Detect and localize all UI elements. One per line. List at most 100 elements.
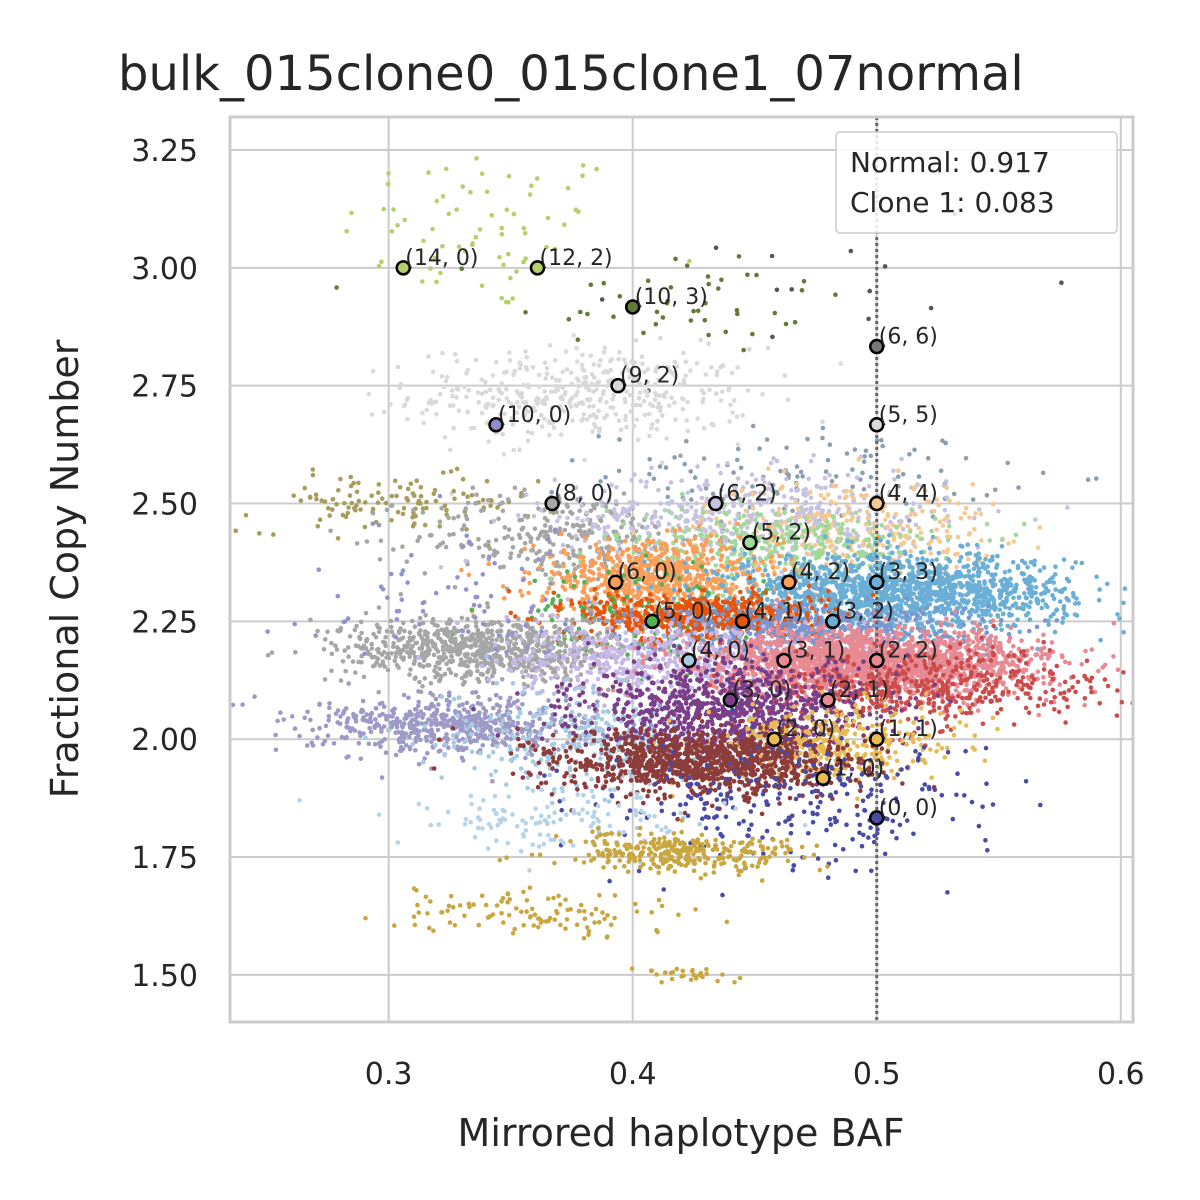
scatter-point bbox=[469, 493, 475, 498]
scatter-point bbox=[662, 394, 667, 400]
scatter-point bbox=[537, 532, 543, 538]
scatter-point bbox=[647, 433, 652, 439]
scatter-point bbox=[774, 287, 780, 293]
scatter-point bbox=[1005, 460, 1010, 466]
scatter-point bbox=[596, 363, 602, 368]
scatter-point bbox=[422, 522, 428, 528]
scatter-point bbox=[465, 500, 471, 506]
scatter-point bbox=[988, 613, 993, 618]
scatter-point bbox=[673, 514, 679, 520]
scatter-point bbox=[517, 447, 522, 453]
scatter-point bbox=[1121, 630, 1126, 635]
scatter-point bbox=[630, 499, 636, 505]
scatter-point bbox=[1006, 583, 1012, 588]
scatter-point bbox=[554, 377, 559, 383]
scatter-point bbox=[450, 403, 456, 408]
scatter-point bbox=[525, 382, 531, 388]
scatter-point bbox=[527, 580, 532, 586]
scatter-point bbox=[653, 548, 659, 553]
scatter-point bbox=[672, 359, 677, 365]
scatter-point bbox=[699, 495, 705, 501]
scatter-point bbox=[781, 494, 787, 499]
scatter-point bbox=[1004, 578, 1009, 583]
scatter-point bbox=[442, 435, 448, 440]
scatter-point bbox=[885, 524, 891, 529]
scatter-point bbox=[879, 437, 884, 443]
scatter-point bbox=[522, 546, 527, 552]
scatter-point bbox=[538, 412, 544, 418]
scatter-point bbox=[806, 476, 811, 482]
scatter-point bbox=[912, 544, 918, 550]
scatter-point bbox=[838, 584, 844, 590]
scatter-point bbox=[469, 607, 475, 613]
scatter-point bbox=[915, 601, 920, 607]
scatter-point bbox=[972, 515, 977, 521]
scatter-point bbox=[522, 513, 528, 519]
scatter-point bbox=[1027, 617, 1033, 622]
scatter-point bbox=[740, 413, 745, 418]
scatter-point bbox=[764, 437, 770, 442]
scatter-point bbox=[929, 624, 935, 629]
scatter-point bbox=[509, 416, 514, 421]
scatter-point bbox=[630, 537, 635, 543]
scatter-point bbox=[745, 569, 751, 575]
scatter-point bbox=[691, 516, 697, 522]
scatter-point bbox=[846, 544, 851, 550]
scatter-point bbox=[655, 585, 660, 591]
scatter-point bbox=[604, 600, 610, 606]
scatter-point bbox=[370, 368, 376, 374]
scatter-point bbox=[610, 614, 615, 619]
scatter-point bbox=[854, 475, 860, 480]
scatter-point bbox=[549, 375, 555, 380]
scatter-point bbox=[443, 378, 449, 384]
scatter-point bbox=[771, 456, 776, 461]
scatter-point bbox=[803, 493, 808, 498]
scatter-point bbox=[955, 615, 960, 620]
scatter-point bbox=[552, 389, 558, 394]
scatter-point bbox=[576, 378, 581, 384]
scatter-point bbox=[931, 508, 937, 514]
scatter-point bbox=[547, 343, 553, 348]
scatter-point bbox=[351, 480, 356, 486]
scatter-point bbox=[483, 379, 488, 385]
scatter-point bbox=[571, 553, 577, 558]
scatter-point bbox=[638, 626, 644, 632]
scatter-point bbox=[938, 604, 944, 610]
scatter-point bbox=[944, 576, 949, 582]
scatter-point bbox=[437, 391, 443, 397]
scatter-point bbox=[688, 497, 694, 502]
scatter-point bbox=[718, 582, 724, 588]
scatter-point bbox=[731, 539, 737, 545]
scatter-point bbox=[954, 564, 959, 570]
scatter-point bbox=[824, 519, 830, 524]
scatter-point bbox=[630, 530, 636, 536]
scatter-point bbox=[664, 390, 669, 395]
scatter-point bbox=[635, 437, 641, 443]
scatter-point bbox=[804, 551, 810, 556]
scatter-point bbox=[401, 505, 407, 511]
scatter-point bbox=[665, 364, 671, 370]
scatter-point bbox=[785, 397, 791, 403]
scatter-point bbox=[542, 360, 548, 366]
scatter-point bbox=[404, 559, 410, 564]
scatter-point bbox=[354, 489, 360, 495]
scatter-point bbox=[799, 288, 805, 293]
scatter-point bbox=[369, 412, 375, 417]
scatter-point bbox=[452, 496, 457, 502]
scatter-point bbox=[602, 345, 608, 350]
scatter-point bbox=[572, 574, 578, 580]
scatter-point bbox=[560, 509, 565, 515]
scatter-point bbox=[710, 491, 716, 497]
scatter-point bbox=[955, 501, 961, 506]
scatter-point bbox=[827, 544, 833, 550]
scatter-point bbox=[466, 572, 472, 578]
scatter-point bbox=[686, 587, 691, 592]
scatter-point bbox=[1097, 587, 1102, 592]
scatter-point bbox=[868, 453, 874, 459]
scatter-point bbox=[1178, 584, 1183, 589]
scatter-point bbox=[456, 408, 462, 414]
scatter-point bbox=[1057, 599, 1063, 604]
scatter-point bbox=[681, 529, 687, 534]
scatter-point bbox=[569, 545, 574, 550]
scatter-point bbox=[1022, 577, 1027, 583]
